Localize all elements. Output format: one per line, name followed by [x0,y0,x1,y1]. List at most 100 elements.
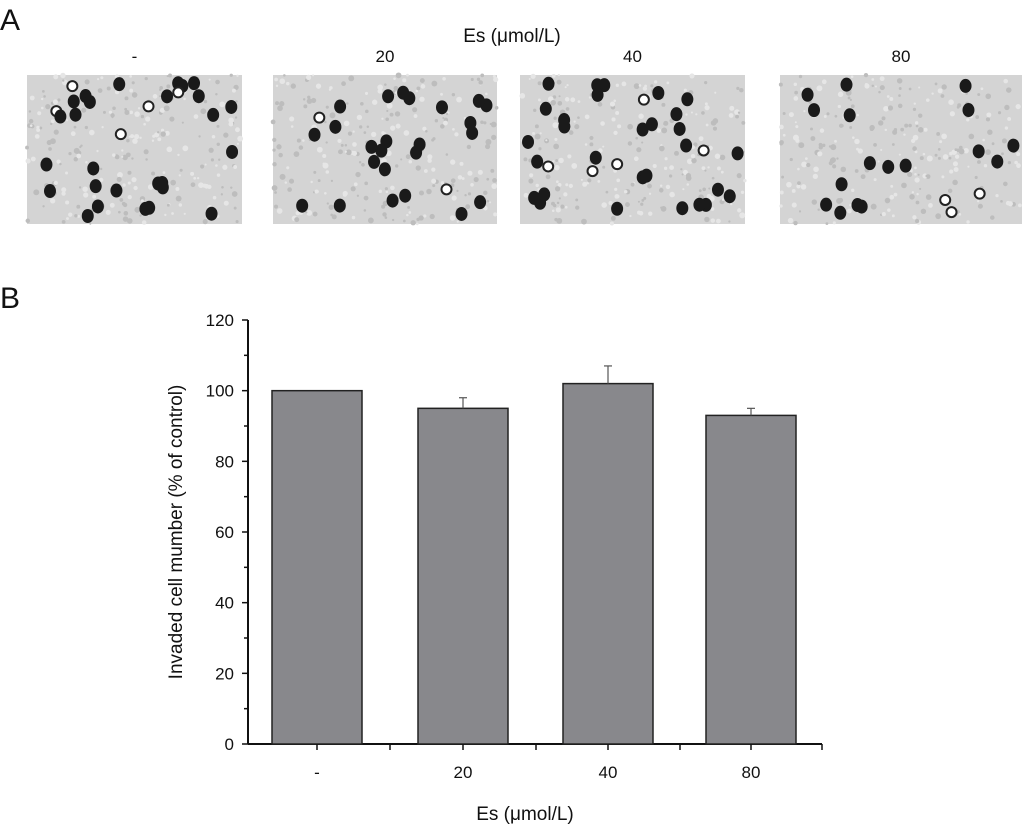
cell [645,117,658,132]
y-tick-label: 80 [215,452,234,471]
y-tick-label: 120 [206,311,234,330]
y-tick-label: 20 [215,664,234,683]
cell [676,201,689,216]
cell [399,188,412,203]
bar-chart: 0 20 40 60 80 100 120 - 20 40 80 [206,311,823,782]
x-tick-label: 20 [454,763,473,782]
cell [161,89,174,104]
cell [539,101,552,116]
y-tick-label: 40 [215,594,234,613]
cell [81,209,94,224]
cell [329,119,342,134]
cell [945,206,958,219]
panel-a-title: Es (μmol/L) [463,26,561,47]
cell [87,161,100,176]
cell [313,111,326,124]
y-axis-label: Invaded cell mumber (% of control) [166,385,187,680]
cell [113,77,126,92]
cell [808,103,821,118]
cell [558,119,571,134]
cell [959,78,972,93]
cell [440,183,453,196]
cell [308,127,321,142]
cell [69,107,82,122]
cell [410,145,423,160]
micrograph [270,72,499,226]
cell [40,157,53,172]
x-tick-label: 80 [742,763,761,782]
cell [670,107,683,122]
cell [586,165,599,178]
cell [89,179,102,194]
cell [820,197,833,212]
cell [296,198,309,213]
bar [417,407,509,745]
cell [382,89,395,104]
cell [83,94,96,109]
cell [731,146,744,161]
micrograph-label: 80 [892,47,911,66]
micrograph [519,73,747,226]
cell [333,198,346,213]
cell [589,150,602,165]
cell [464,115,477,130]
cell [334,99,347,114]
cell [711,182,724,197]
cell [882,159,895,174]
cell [542,76,555,91]
x-axis-label: Es (μmol/L) [476,804,574,825]
cell [531,154,544,169]
bar [705,414,797,745]
cell [973,187,986,200]
cell [840,77,853,92]
cell [693,197,706,212]
y-tick-label: 100 [206,382,234,401]
y-tick-label: 0 [225,735,234,754]
cell [378,162,391,177]
cell [1007,138,1020,153]
cell [139,201,152,216]
panel-a-label: A [0,4,20,37]
cell [681,92,694,107]
cell [207,107,220,122]
cell [226,144,239,159]
micrograph-label: - [132,47,138,66]
bar [562,382,654,745]
cell [591,87,604,102]
cell [172,86,185,99]
cell [472,93,485,108]
cell [365,139,378,154]
cell [542,160,555,173]
cell [386,193,399,208]
cell [652,85,665,100]
cell [225,99,238,114]
cell [673,121,686,136]
y-tick-label: 60 [215,523,234,542]
cell [939,193,952,206]
cell [67,94,80,109]
cell [801,87,814,102]
cell [188,76,201,91]
cell [114,128,127,141]
micrograph-label: 40 [623,47,642,66]
cell [835,177,848,192]
cell [697,144,710,157]
panel-b-label: B [0,282,20,315]
cell [843,108,856,123]
cell [834,205,847,220]
micrograph [25,72,244,225]
cell [192,89,205,104]
cell [636,122,649,137]
cell [205,206,218,221]
cell [54,109,67,124]
cell [640,168,653,183]
cell [142,100,155,113]
cell [538,187,551,202]
cell [723,189,736,204]
cell [855,199,868,214]
cell [455,206,468,221]
cell [611,201,624,216]
cell [680,138,693,153]
cell [375,143,388,158]
